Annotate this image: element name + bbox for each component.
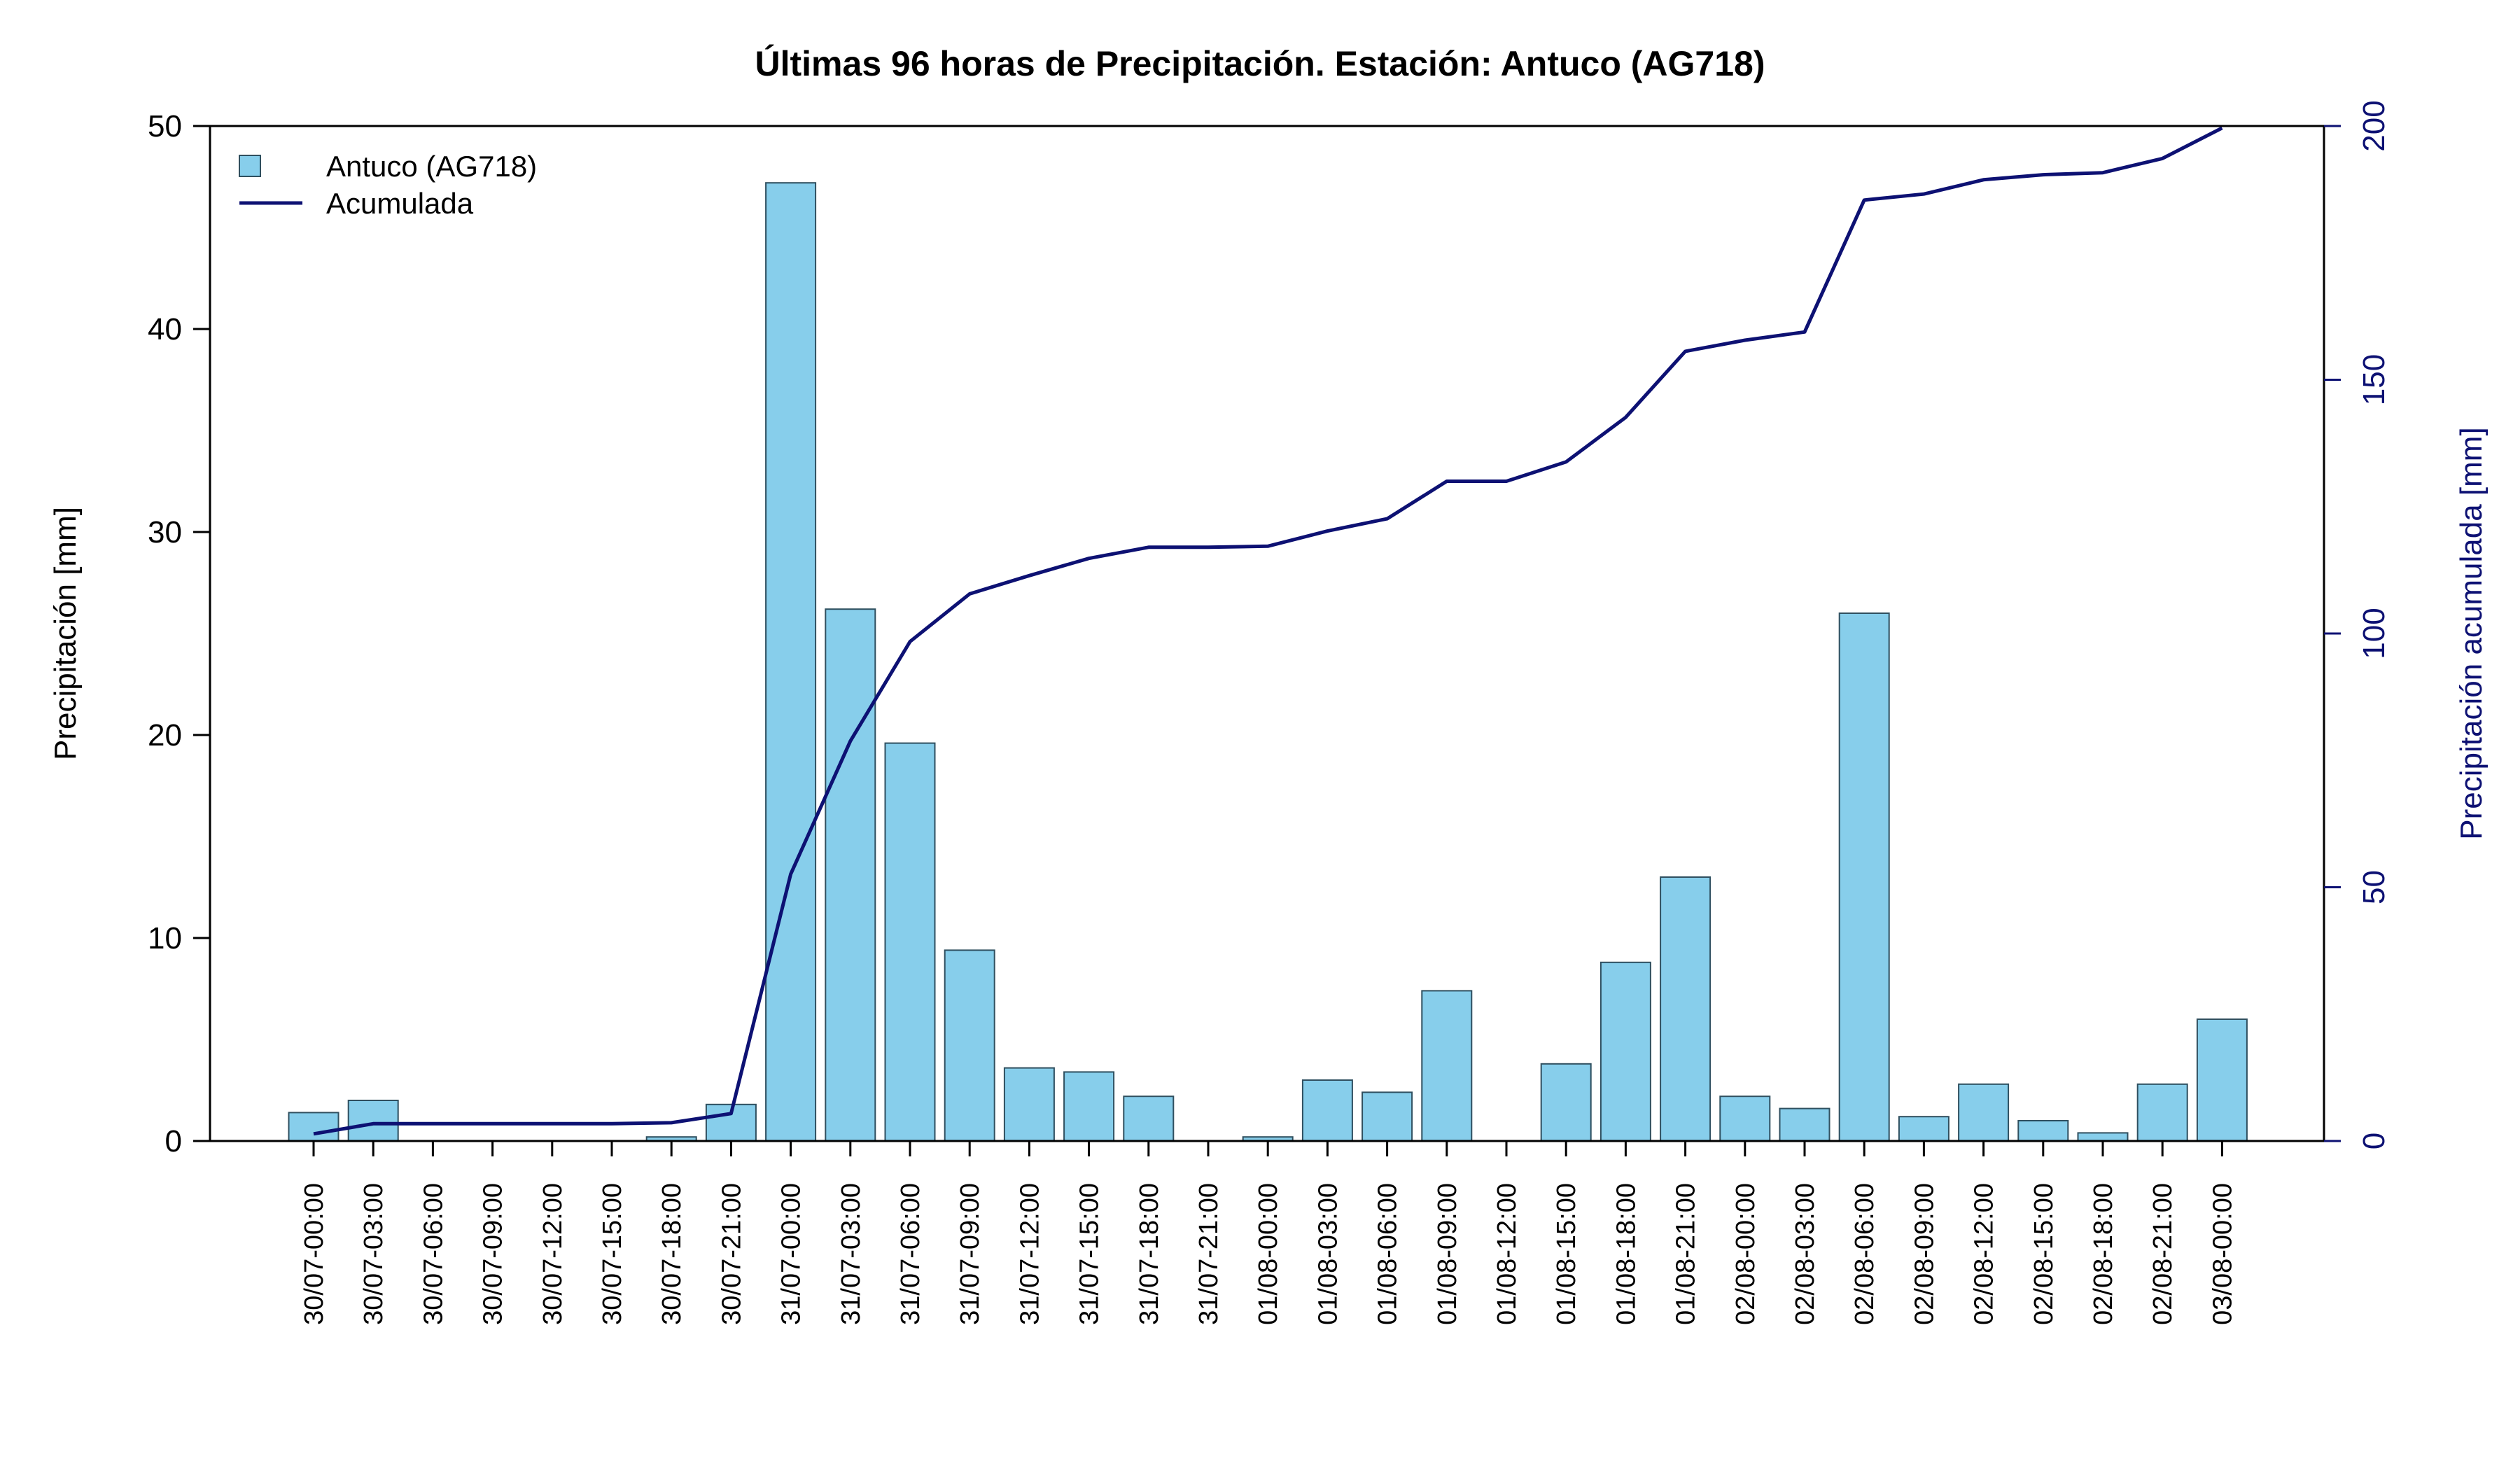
right-tick-label-200: 200 — [2357, 100, 2391, 151]
x-tick-label-30/07-03:00: 30/07-03:00 — [359, 1183, 388, 1325]
right-tick-label-100: 100 — [2357, 608, 2391, 659]
left-tick-label-10: 10 — [148, 921, 182, 955]
legend-bar-label: Antuco (AG718) — [326, 150, 537, 183]
bar-31/07-00:00 — [765, 182, 817, 1142]
left-tick-label-50: 50 — [148, 109, 182, 144]
bar-01/08-09:00 — [1421, 990, 1473, 1142]
legend-line-label: Acumulada — [326, 187, 474, 220]
right-tick-label-0: 0 — [2357, 1133, 2391, 1149]
bar-02/08-09:00 — [1898, 1116, 1949, 1142]
x-tick-label-01/08-00:00: 01/08-00:00 — [1254, 1183, 1283, 1325]
x-tick-label-01/08-18:00: 01/08-18:00 — [1611, 1183, 1641, 1325]
x-tick-label-31/07-15:00: 31/07-15:00 — [1075, 1183, 1105, 1325]
x-tick-label-01/08-06:00: 01/08-06:00 — [1373, 1183, 1403, 1325]
x-tick-label-30/07-00:00: 30/07-00:00 — [300, 1183, 329, 1325]
right-tick-label-150: 150 — [2357, 354, 2391, 405]
x-tick-label-01/08-12:00: 01/08-12:00 — [1492, 1183, 1522, 1325]
x-tick-label-31/07-06:00: 31/07-06:00 — [896, 1183, 925, 1325]
x-tick-label-31/07-21:00: 31/07-21:00 — [1194, 1183, 1224, 1325]
x-tick-label-02/08-03:00: 02/08-03:00 — [1791, 1183, 1820, 1325]
x-tick-label-02/08-18:00: 02/08-18:00 — [2089, 1183, 2118, 1325]
cumulative-line — [313, 126, 2223, 1136]
x-tick-label-30/07-06:00: 30/07-06:00 — [419, 1183, 448, 1325]
x-tick-label-30/07-12:00: 30/07-12:00 — [538, 1183, 568, 1325]
chart-title: Últimas 96 horas de Precipitación. Estac… — [755, 44, 1765, 83]
bar-01/08-21:00 — [1660, 876, 1712, 1142]
left-tick-label-0: 0 — [165, 1124, 182, 1158]
x-tick-label-30/07-21:00: 30/07-21:00 — [717, 1183, 746, 1325]
bar-02/08-15:00 — [2017, 1120, 2069, 1142]
bar-31/07-12:00 — [1003, 1067, 1055, 1142]
bar-30/07-00:00 — [288, 1112, 340, 1142]
bar-30/07-21:00 — [705, 1103, 757, 1142]
x-tick-label-30/07-09:00: 30/07-09:00 — [479, 1183, 508, 1325]
x-tick-label-30/07-18:00: 30/07-18:00 — [657, 1183, 687, 1325]
left-y-axis: 0 10 20 30 40 50 — [148, 109, 210, 1158]
right-y-axis: 0 50 100 150 200 — [2324, 100, 2391, 1149]
bar-series — [288, 182, 2248, 1142]
cumulative-line-series — [313, 126, 2223, 1136]
x-tick-label-01/08-03:00: 01/08-03:00 — [1313, 1183, 1343, 1325]
bar-02/08-21:00 — [2136, 1083, 2188, 1142]
x-tick-label-01/08-15:00: 01/08-15:00 — [1552, 1183, 1581, 1325]
bar-31/07-06:00 — [884, 742, 936, 1142]
x-tick-label-31/07-18:00: 31/07-18:00 — [1135, 1183, 1164, 1325]
left-axis-label: Precipitación [mm] — [48, 507, 83, 760]
x-tick-label-02/08-15:00: 02/08-15:00 — [2029, 1183, 2059, 1325]
bar-02/08-03:00 — [1779, 1107, 1830, 1142]
right-tick-label-50: 50 — [2357, 870, 2391, 904]
x-tick-label-01/08-09:00: 01/08-09:00 — [1433, 1183, 1462, 1325]
x-tick-label-02/08-12:00: 02/08-12:00 — [1970, 1183, 1999, 1325]
left-tick-label-20: 20 — [148, 718, 182, 752]
bar-30/07-03:00 — [347, 1100, 399, 1142]
x-tick-label-02/08-00:00: 02/08-00:00 — [1731, 1183, 1760, 1325]
bar-01/08-03:00 — [1301, 1079, 1353, 1142]
left-tick-label-30: 30 — [148, 515, 182, 550]
x-tick-label-03/08-00:00: 03/08-00:00 — [2208, 1183, 2237, 1325]
bar-01/08-15:00 — [1540, 1063, 1592, 1142]
bar-01/08-18:00 — [1600, 961, 1651, 1142]
bar-03/08-00:00 — [2196, 1018, 2248, 1142]
x-axis: 30/07-00:00 30/07-03:00 30/07-06:00 30/07-0… — [300, 1141, 2237, 1325]
bar-31/07-03:00 — [825, 608, 876, 1142]
x-tick-label-31/07-12:00: 31/07-12:00 — [1015, 1183, 1044, 1325]
bar-31/07-18:00 — [1123, 1096, 1175, 1142]
x-tick-label-30/07-15:00: 30/07-15:00 — [598, 1183, 627, 1325]
legend: Antuco (AG718) Acumulada — [239, 150, 537, 220]
bar-02/08-18:00 — [2077, 1132, 2129, 1142]
bar-01/08-06:00 — [1362, 1091, 1413, 1142]
legend-bar-swatch — [239, 155, 261, 177]
bar-31/07-15:00 — [1063, 1071, 1115, 1142]
x-tick-label-02/08-21:00: 02/08-21:00 — [2148, 1183, 2178, 1325]
x-tick-label-02/08-06:00: 02/08-06:00 — [1850, 1183, 1879, 1325]
bar-02/08-12:00 — [1958, 1083, 2010, 1142]
bar-02/08-06:00 — [1838, 612, 1890, 1142]
bar-02/08-00:00 — [1719, 1096, 1771, 1142]
x-tick-label-31/07-00:00: 31/07-00:00 — [777, 1183, 806, 1325]
x-tick-label-31/07-03:00: 31/07-03:00 — [836, 1183, 866, 1325]
bar-31/07-09:00 — [944, 949, 995, 1142]
x-tick-label-02/08-09:00: 02/08-09:00 — [1910, 1183, 1939, 1325]
plot-frame — [209, 125, 2325, 1142]
left-tick-label-40: 40 — [148, 312, 182, 346]
x-tick-label-31/07-09:00: 31/07-09:00 — [955, 1183, 985, 1325]
x-tick-label-01/08-21:00: 01/08-21:00 — [1672, 1183, 1701, 1325]
right-axis-label: Precipitación acumulada [mm] — [2454, 427, 2488, 839]
